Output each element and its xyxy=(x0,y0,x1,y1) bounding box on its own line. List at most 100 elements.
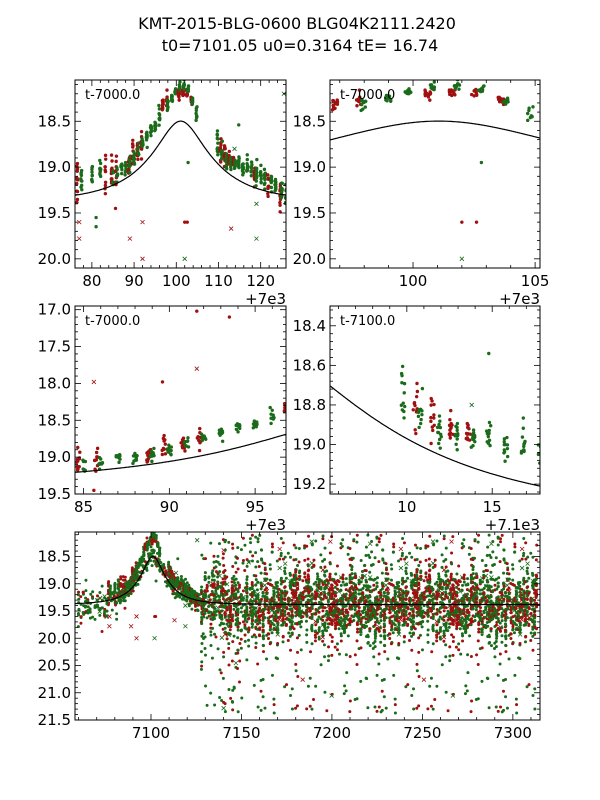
data-point xyxy=(403,90,408,94)
data-point xyxy=(259,587,263,591)
data-point xyxy=(455,437,459,441)
data-point xyxy=(209,541,213,545)
data-point xyxy=(288,555,292,559)
data-point xyxy=(185,439,189,443)
data-point xyxy=(428,580,432,584)
data-point xyxy=(212,597,216,601)
data-point xyxy=(245,164,250,168)
data-point xyxy=(383,612,387,616)
data-point-rejected xyxy=(264,588,270,594)
data-point xyxy=(227,642,231,646)
data-point xyxy=(420,648,424,652)
data-point xyxy=(346,634,350,638)
data-point xyxy=(254,170,258,174)
data-point xyxy=(90,180,95,184)
data-point xyxy=(94,450,99,455)
data-point xyxy=(203,611,207,615)
data-point xyxy=(75,468,80,472)
data-point-rejected xyxy=(421,677,427,682)
x-tick-label: 90 xyxy=(125,272,144,290)
data-point xyxy=(75,197,80,202)
data-point xyxy=(357,609,361,613)
data-point xyxy=(314,580,318,584)
data-point xyxy=(154,579,158,583)
data-point xyxy=(432,80,437,84)
data-point xyxy=(429,83,434,87)
data-point xyxy=(354,576,358,580)
y-tick-label: 18.5 xyxy=(38,112,71,130)
data-point xyxy=(479,160,484,165)
data-point xyxy=(321,537,325,541)
data-point xyxy=(424,558,428,562)
data-point xyxy=(261,610,265,614)
data-point xyxy=(245,157,249,162)
data-point xyxy=(355,533,359,537)
data-point xyxy=(228,628,232,632)
data-point xyxy=(178,80,182,84)
data-point xyxy=(290,625,294,629)
data-point xyxy=(448,433,452,438)
data-point xyxy=(160,108,165,112)
data-point xyxy=(274,187,278,191)
data-point xyxy=(220,698,224,702)
data-point xyxy=(181,93,185,98)
data-point xyxy=(369,590,373,594)
data-point xyxy=(284,576,288,580)
data-point xyxy=(279,589,283,593)
data-point xyxy=(304,619,308,623)
data-point xyxy=(265,657,269,661)
data-point xyxy=(296,563,300,567)
data-point xyxy=(263,171,268,175)
data-point xyxy=(330,588,334,592)
data-point xyxy=(225,575,229,579)
data-point xyxy=(266,194,270,199)
data-point xyxy=(404,613,408,617)
data-point xyxy=(262,176,267,180)
data-point xyxy=(368,570,372,574)
data-point xyxy=(397,621,401,625)
data-point xyxy=(382,591,386,595)
data-point xyxy=(131,145,135,149)
data-point xyxy=(415,568,419,572)
data-point xyxy=(391,631,395,635)
data-point xyxy=(254,574,258,578)
y-tick-label: 20.0 xyxy=(293,250,326,268)
data-point xyxy=(353,608,357,612)
data-point xyxy=(527,106,531,110)
data-point xyxy=(345,583,349,587)
data-point xyxy=(319,586,323,590)
data-point xyxy=(79,183,84,188)
data-point xyxy=(389,578,393,582)
data-point xyxy=(404,620,408,624)
data-point-rejected xyxy=(232,146,237,152)
data-point xyxy=(261,650,265,654)
data-point-rejected xyxy=(246,560,251,565)
data-point-rejected xyxy=(107,623,112,629)
data-point xyxy=(296,583,300,587)
data-point xyxy=(216,587,220,591)
data-point xyxy=(317,580,321,584)
data-point xyxy=(388,632,392,636)
data-point xyxy=(251,426,256,430)
data-point xyxy=(261,635,265,639)
data-point xyxy=(401,536,405,540)
data-point xyxy=(313,633,317,637)
data-point xyxy=(75,181,79,186)
data-point xyxy=(473,439,477,444)
data-point xyxy=(265,599,269,603)
data-point xyxy=(379,634,383,638)
data-point xyxy=(391,583,395,587)
data-point xyxy=(523,439,527,444)
data-point xyxy=(453,85,457,89)
data-point xyxy=(292,627,296,631)
data-point xyxy=(266,191,270,196)
data-point xyxy=(415,591,419,595)
data-point xyxy=(368,627,372,631)
data-point xyxy=(402,391,406,395)
data-point xyxy=(254,166,259,171)
data-point-rejected xyxy=(123,526,127,530)
data-point xyxy=(411,620,415,624)
data-point xyxy=(384,562,388,566)
data-point xyxy=(75,161,80,166)
plot-area xyxy=(330,351,540,487)
